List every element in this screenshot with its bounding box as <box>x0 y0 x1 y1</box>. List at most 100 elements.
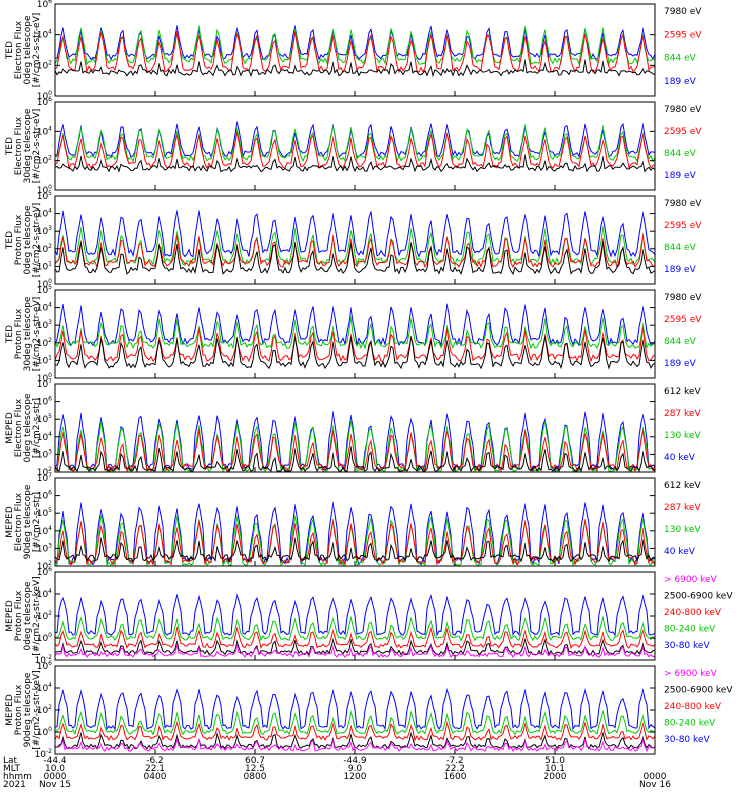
series-line-2500-6900-kev <box>54 731 656 750</box>
panel-3: 105 104 103 102 101 100 TED Proton Flux 0deg tel… <box>5 190 702 290</box>
series-line-240-800-kev <box>54 720 656 742</box>
x-tick-label: 1200 <box>344 772 367 782</box>
y-tick-label: 106 <box>37 660 52 672</box>
x-tick-label: 12.5 <box>245 764 265 774</box>
y-axis-label: [#/cm2-s-str] <box>32 398 42 458</box>
x-axis-row-label: MLT <box>3 764 21 774</box>
series-line-844-ev <box>54 124 656 164</box>
y-axis-label: TED <box>5 231 15 250</box>
y-axis-label: MEPED <box>5 412 15 444</box>
y-axis-label: MEPED <box>5 600 15 632</box>
y-axis-label: Electron Flux <box>14 398 24 457</box>
x-axis-row-label: hhmm <box>3 772 32 782</box>
legend-entry: 612 keV <box>664 387 701 397</box>
y-tick-label: 104 <box>37 302 52 314</box>
x-tick-label: 1600 <box>444 772 467 782</box>
series-line-80-240-kev <box>54 615 656 642</box>
y-tick-label: 107 <box>37 378 52 390</box>
legend-entry: 80-240 keV <box>664 719 716 729</box>
y-tick-label: 105 <box>37 284 52 296</box>
series-line-240-800-kev <box>54 626 656 650</box>
x-tick-label: 0000 <box>44 772 67 782</box>
legend-entry: 844 eV <box>664 243 697 253</box>
series-line-2595-ev <box>54 30 655 74</box>
legend-entry: 7980 eV <box>664 105 702 115</box>
y-axis-label: Proton Flux <box>14 308 24 359</box>
x-tick-label: Nov 16 <box>639 780 671 790</box>
y-tick-label: 104 <box>37 29 52 41</box>
series-line-2595-ev <box>54 326 656 363</box>
x-tick-label: -44.9 <box>343 756 367 766</box>
y-axis-label: Electron Flux <box>14 492 24 551</box>
legend-entry: 287 keV <box>664 409 701 419</box>
y-tick-label: 100 <box>37 184 52 196</box>
y-tick-label: 104 <box>37 125 52 137</box>
legend-entry: 40 keV <box>664 547 696 557</box>
legend-entry: 240-800 keV <box>664 702 722 712</box>
x-tick-label: 0000 <box>644 772 667 782</box>
legend-entry: 240-800 keV <box>664 608 722 618</box>
legend-entry: 130 keV <box>664 525 701 535</box>
y-tick-label: 104 <box>37 525 52 537</box>
series-line-7980-ev <box>54 336 656 370</box>
y-tick-label: 100 <box>37 372 52 384</box>
y-axis-label: [#/cm2-s-str-eV] <box>32 297 42 372</box>
series-line-287-kev <box>54 429 656 473</box>
y-tick-label: 100 <box>37 278 52 290</box>
series-line-612-kev <box>54 537 655 564</box>
y-tick-label: 104 <box>37 208 52 220</box>
panel-5: 107 106 105 104 103 102 MEPED Electron Flux 0deg… <box>5 378 701 478</box>
legend-entry: 130 keV <box>664 431 701 441</box>
legend-entry: > 6900 keV <box>664 575 718 585</box>
series-line-30-80-kev <box>54 592 656 637</box>
y-tick-label: 102 <box>37 243 52 255</box>
series-line-2595-ev <box>54 131 656 170</box>
y-tick-label: 101 <box>37 260 52 272</box>
y-tick-label: 102 <box>37 560 52 572</box>
x-tick-label: 10.0 <box>45 764 65 774</box>
y-axis-label: Electron Flux <box>14 20 24 79</box>
legend-entry: 2595 eV <box>664 30 702 40</box>
series-line-189-ev <box>54 303 656 347</box>
y-tick-label: 103 <box>37 542 52 554</box>
y-tick-label: 102 <box>37 59 52 71</box>
y-tick-label: 103 <box>37 225 52 237</box>
y-tick-label: 103 <box>37 319 52 331</box>
legend-entry: 2500-6900 keV <box>664 686 733 696</box>
x-tick-label: -7.2 <box>446 756 464 766</box>
legend-entry: 80-240 keV <box>664 625 716 635</box>
y-axis-label: [#/cm2-s-str-eV] <box>32 13 42 88</box>
y-axis-label: Proton Flux <box>14 214 24 265</box>
y-tick-label: 106 <box>37 0 52 10</box>
y-tick-label: 100 <box>37 90 52 102</box>
series-line-844-ev <box>54 316 656 351</box>
y-axis-label: TED <box>5 41 15 60</box>
y-axis-label: 0deg telescope <box>23 581 33 651</box>
legend-entry: 844 eV <box>664 337 697 347</box>
x-tick-label: 60.7 <box>245 756 265 766</box>
x-axis-row-label: Lat <box>3 756 18 766</box>
panel-8: 106 104 102 100 10-2 MEPED Proton Flux 90deg te… <box>5 660 733 760</box>
legend-entry: 30-80 keV <box>664 735 710 745</box>
legend-entry: 189 eV <box>664 265 697 275</box>
legend-entry: 612 keV <box>664 481 701 491</box>
y-tick-label: 105 <box>37 507 52 519</box>
y-axis-label: MEPED <box>5 506 15 538</box>
x-tick-label: -44.4 <box>43 756 67 766</box>
y-tick-label: 106 <box>37 96 52 108</box>
y-axis-label: 30deg telescope <box>23 108 33 183</box>
legend-entry: 7980 eV <box>664 199 702 209</box>
y-axis-label: Electron Flux <box>14 116 24 175</box>
legend-entry: 189 eV <box>664 77 697 87</box>
y-tick-label: 106 <box>37 566 52 578</box>
series-line-287-kev <box>54 519 656 567</box>
y-tick-label: 105 <box>37 190 52 202</box>
legend-entry: 40 keV <box>664 453 696 463</box>
panel-7: 106 104 102 100 10-2 MEPED Proton Flux 0deg tel… <box>5 566 733 666</box>
y-axis-label: MEPED <box>5 694 15 726</box>
y-tick-label: 102 <box>37 704 52 716</box>
series-line-7980-ev <box>54 154 656 173</box>
x-tick-label: 51.0 <box>545 756 565 766</box>
series-line-7980-ev <box>54 59 656 78</box>
